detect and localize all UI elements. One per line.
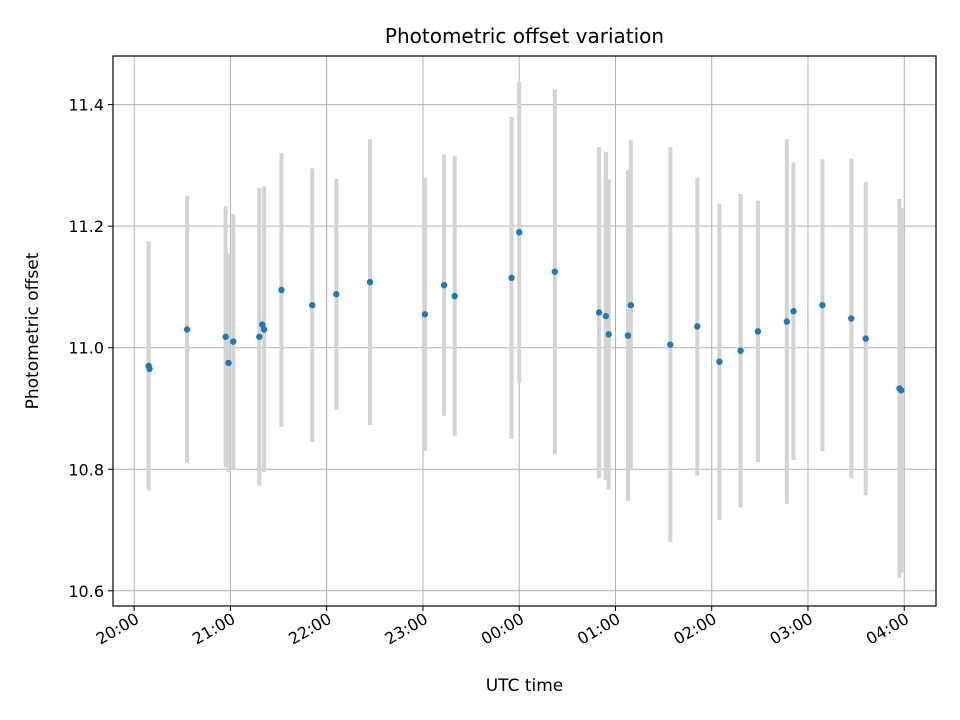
data-point <box>862 335 869 342</box>
data-point <box>421 311 429 318</box>
data-point <box>551 268 559 275</box>
chart-title: Photometric offset variation <box>385 24 664 48</box>
data-point <box>605 331 612 338</box>
data-point <box>848 315 855 322</box>
data-point <box>225 359 232 367</box>
y-tick-label: 10.6 <box>68 582 104 601</box>
data-point <box>333 291 340 298</box>
data-point <box>783 318 791 325</box>
data-point <box>260 326 268 333</box>
x-axis-title: UTC time <box>486 676 564 696</box>
data-point <box>790 308 797 315</box>
data-point <box>667 341 674 348</box>
plot-frame <box>112 55 937 607</box>
data-point <box>256 333 263 340</box>
data-point <box>595 309 603 316</box>
data-point <box>754 328 762 335</box>
y-axis-title: Photometric offset <box>23 252 43 409</box>
data-point <box>819 301 826 309</box>
data-point <box>183 326 191 333</box>
data-point <box>627 301 635 309</box>
data-point <box>516 229 523 236</box>
data-point <box>716 358 723 365</box>
data-point <box>146 365 153 373</box>
y-tick-label: 10.8 <box>68 460 104 479</box>
y-tick-label: 11.4 <box>68 96 104 115</box>
data-point <box>898 387 905 394</box>
data-point <box>602 312 610 320</box>
data-point <box>694 323 701 330</box>
data-point <box>258 321 266 328</box>
data-point <box>440 281 448 289</box>
data-point <box>737 347 744 354</box>
data-point <box>366 278 374 286</box>
data-points <box>145 229 905 394</box>
data-point <box>451 292 458 300</box>
y-tick-label: 11.2 <box>68 217 104 236</box>
data-point <box>508 274 515 282</box>
y-axis: 10.6 10.8 11.0 11.2 11.4 <box>68 96 113 601</box>
y-tick-label: 11.0 <box>68 339 104 358</box>
data-point <box>278 286 285 294</box>
data-point <box>624 332 632 339</box>
data-point <box>309 301 316 309</box>
data-point <box>222 333 229 340</box>
data-point <box>230 338 237 345</box>
